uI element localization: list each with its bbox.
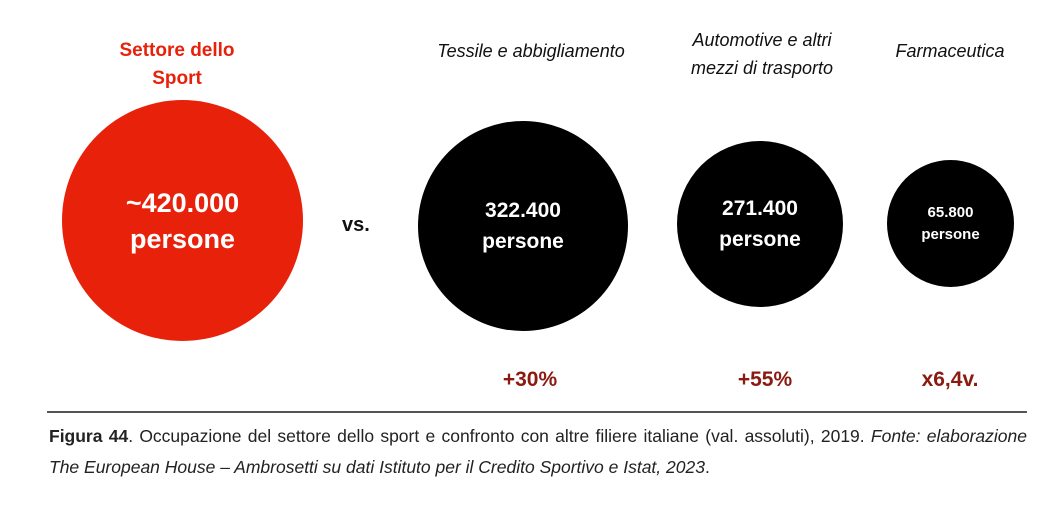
bubble-farmaceutica: 65.800 persone xyxy=(887,160,1014,287)
bubble-tessile: 322.400 persone xyxy=(418,121,628,331)
bubble-unit: persone xyxy=(719,228,801,251)
bubble-unit: persone xyxy=(129,223,236,254)
figure-number: Figura 44 xyxy=(49,426,129,446)
caption-divider xyxy=(47,411,1027,413)
label-farmaceutica: Farmaceutica xyxy=(895,41,1005,61)
figure-caption: Figura 44. Occupazione del settore dello… xyxy=(49,421,1027,483)
bubble-unit: persone xyxy=(482,230,564,253)
change-farmaceutica: x6,4v. xyxy=(921,368,979,391)
bubble-unit: persone xyxy=(921,225,980,243)
caption-end: . xyxy=(704,457,710,477)
label-settore-sport: Settore dello Sport xyxy=(119,40,235,89)
label-tessile: Tessile e abbigliamento xyxy=(437,41,625,61)
change-tessile: +30% xyxy=(502,368,558,391)
bubble-value: 322.400 xyxy=(485,199,561,222)
vs-label: vs. xyxy=(342,214,370,236)
bubble-value: 65.800 xyxy=(927,203,974,221)
change-automotive: +55% xyxy=(737,368,793,391)
bubble-automotive: 271.400 persone xyxy=(677,141,843,307)
caption-text: . Occupazione del settore dello sport e … xyxy=(128,426,871,446)
label-automotive: Automotive e altri mezzi di trasporto xyxy=(690,30,834,78)
bubble-value: 271.400 xyxy=(722,197,798,220)
caption-source: Fonte: elaborazione The European House –… xyxy=(49,426,1027,477)
bubble-settore-sport: ~420.000 persone xyxy=(62,100,303,341)
bubble-value: ~420.000 xyxy=(125,187,240,218)
